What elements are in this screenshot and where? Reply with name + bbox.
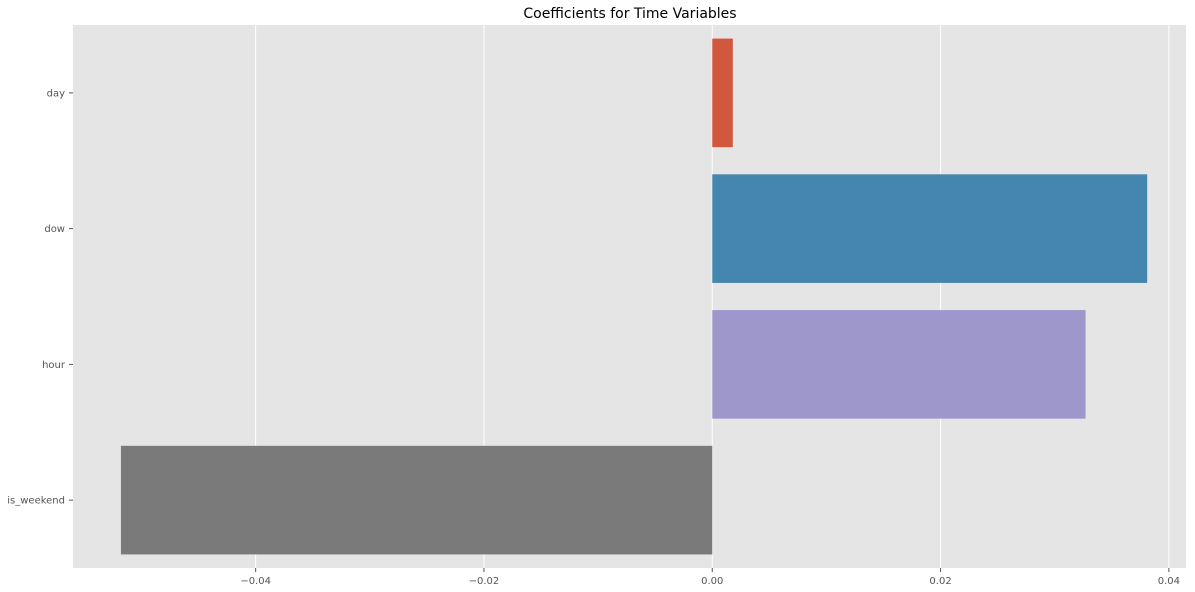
bars [120, 38, 1148, 555]
x-axis: −0.04 −0.02 0.00 0.02 0.04 [240, 568, 1180, 587]
bar-hour [712, 310, 1086, 419]
chart-title: Coefficients for Time Variables [523, 6, 736, 22]
y-tick-label: dow [44, 224, 65, 235]
y-axis: day dow hour is_weekend [7, 88, 73, 507]
bar-is-weekend [120, 445, 713, 555]
x-tick-label: 0.02 [929, 576, 951, 587]
y-tick-label: is_weekend [7, 496, 65, 507]
x-tick-label: −0.02 [469, 576, 500, 587]
x-tick-label: −0.04 [240, 576, 271, 587]
y-tick-label: day [47, 88, 65, 99]
bar-dow [712, 174, 1148, 283]
x-tick-label: 0.00 [701, 576, 723, 587]
bar-day [712, 38, 733, 148]
x-tick-label: 0.04 [1158, 576, 1180, 587]
y-tick-label: hour [42, 360, 66, 371]
